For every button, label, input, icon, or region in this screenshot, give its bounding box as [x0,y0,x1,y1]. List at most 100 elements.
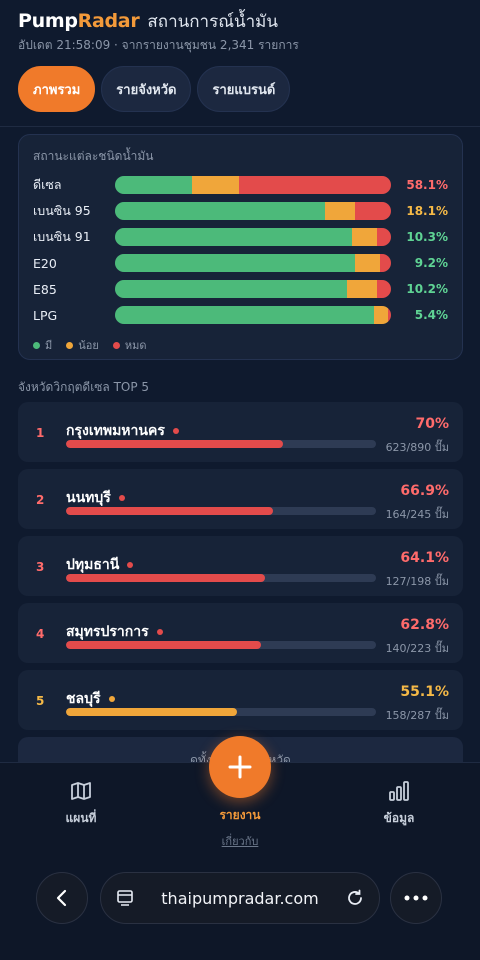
fuel-status-bar [115,280,391,298]
province-card[interactable]: 1 กรุงเทพมหานคร 70% 623/890 ปั๊ม [18,402,463,462]
back-button[interactable] [36,872,88,924]
ellipsis-icon [404,895,428,901]
fuel-out-percent: 10.2% [406,282,448,296]
province-progress-bar [66,440,376,448]
bar-segment-out [355,202,391,220]
legend-dot-have [33,341,40,349]
province-card[interactable]: 3 ปทุมธานี 64.1% 127/198 ปั๊ม [18,536,463,596]
progress-fill [66,641,261,649]
province-percent: 64.1% [400,550,449,566]
fuel-status-title: สถานะแต่ละชนิดน้ำมัน [33,149,154,163]
fuel-name: ดีเซล [33,177,62,192]
bar-segment-out [379,254,391,272]
fuel-status-bar [115,306,391,324]
province-name: นนทบุรี [66,487,125,509]
province-percent: 55.1% [400,684,449,700]
province-station-count: 158/287 ปั๊ม [385,709,449,722]
fuel-row: เบนซิน 95 18.1% [33,198,448,224]
nav-data[interactable]: ข้อมูล [354,779,444,828]
fuel-out-percent: 58.1% [406,178,448,192]
province-rank: 3 [36,560,45,574]
province-progress-bar [66,708,376,716]
province-rank: 1 [36,426,45,440]
tab-overview[interactable]: ภาพรวม [18,66,96,112]
bar-segment-out [239,176,391,194]
fuel-row: E85 10.2% [33,276,448,302]
fuel-out-percent: 5.4% [414,308,448,322]
province-card[interactable]: 5 ชลบุรี 55.1% 158/287 ปั๊ม [18,670,463,730]
view-tabs: ภาพรวม รายจังหวัด รายแบรนด์ [18,66,291,112]
fuel-name: E85 [33,281,57,297]
fuel-status-bar [115,254,391,272]
header-divider [0,126,480,127]
status-dot [118,495,125,501]
fuel-name: เบนซิน 91 [33,229,91,244]
map-icon [71,782,91,800]
bar-segment-low [355,254,380,272]
progress-fill [66,708,237,716]
legend-item-low: น้อย [66,336,99,354]
bar-segment-low [192,176,240,194]
bar-segment-have [115,254,356,272]
status-dot [108,696,115,702]
province-station-count: 164/245 ปั๊ม [385,508,449,521]
province-rank: 5 [36,694,45,708]
tab-by-brand[interactable]: รายแบรนด์ [197,66,291,112]
reload-icon[interactable] [345,888,365,908]
bar-segment-out [377,228,391,246]
nav-map[interactable]: แผนที่ [36,779,126,828]
tab-by-province[interactable]: รายจังหวัด [101,66,192,112]
province-name: ชลบุรี [66,688,115,710]
province-progress-bar [66,574,376,582]
progress-fill [66,574,265,582]
fuel-name: LPG [33,307,58,323]
fuel-out-percent: 18.1% [406,204,448,218]
bar-segment-low [346,280,378,298]
province-section-title: จังหวัดวิกฤตดีเซล TOP 5 [18,380,150,394]
fuel-out-percent: 10.3% [406,230,448,244]
fuel-status-list: ดีเซล 58.1% เบนซิน 95 18.1% เบนซิน 91 10.3% E2… [33,172,448,328]
province-percent: 66.9% [400,483,449,499]
bar-segment-have [115,202,325,220]
legend-dot-out [112,341,120,349]
fuel-status-bar [115,176,391,194]
status-dot [156,629,163,635]
province-list: 1 กรุงเทพมหานคร 70% 623/890 ปั๊ม 2 นนทบุรี 66.… [18,402,463,737]
province-name: สมุทรปราการ [66,621,163,643]
progress-fill [66,440,283,448]
province-progress-bar [66,507,376,515]
fuel-row: LPG 5.4% [33,302,448,328]
progress-fill [66,507,274,515]
report-label: รายงาน [219,808,261,822]
status-dot [172,428,179,434]
status-dot [127,562,134,568]
province-name: ปทุมธานี [66,554,134,576]
address-bar[interactable]: thaipumpradar.com [100,872,380,924]
province-station-count: 127/198 ปั๊ม [385,575,449,588]
bar-segment-out [388,306,391,324]
legend-item-out: หมด [112,336,147,354]
fuel-name: E20 [33,255,57,271]
legend-dot-low [66,341,74,349]
bar-segment-out [377,280,391,298]
bar-segment-low [374,306,389,324]
province-card[interactable]: 4 สมุทรปราการ 62.8% 140/223 ปั๊ม [18,603,463,663]
fuel-status-card: สถานะแต่ละชนิดน้ำมัน ดีเซล 58.1% เบนซิน 95… [18,134,463,360]
about-link[interactable]: เกี่ยวกับ [221,835,259,848]
fuel-status-bar [115,202,391,220]
bar-segment-have [115,306,375,324]
plus-icon [228,755,252,779]
add-report-button[interactable] [209,736,271,798]
province-station-count: 140/223 ปั๊ม [385,642,449,655]
url-text: thaipumpradar.com [161,888,319,908]
legend-item-have: มี [33,336,52,354]
bar-segment-have [115,176,193,194]
page-title: สถานการณ์น้ำมัน [147,12,278,32]
province-card[interactable]: 2 นนทบุรี 66.9% 164/245 ปั๊ม [18,469,463,529]
province-station-count: 623/890 ปั๊ม [385,441,449,454]
bar-segment-have [115,280,347,298]
fuel-status-bar [115,228,391,246]
bar-segment-low [324,202,356,220]
province-rank: 4 [36,627,45,641]
more-options-button[interactable] [390,872,442,924]
